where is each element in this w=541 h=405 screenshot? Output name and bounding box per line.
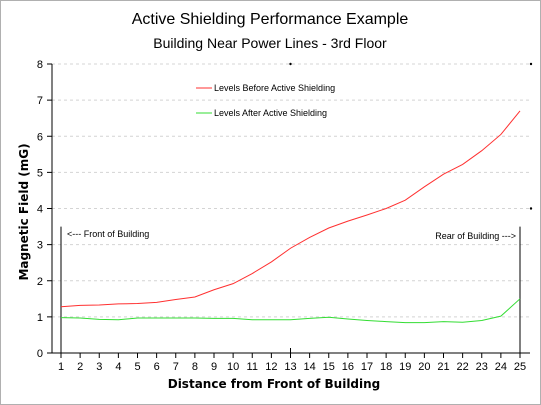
legend-label-before: Levels Before Active Shielding [214, 83, 335, 93]
x-tick-label-10: 10 [227, 361, 239, 373]
y-tick-label-7: 7 [37, 95, 43, 107]
x-tick-label-23: 23 [476, 361, 488, 373]
x-tick-label-24: 24 [495, 361, 507, 373]
y-axis-label: Magnetic Field (mG) [17, 143, 31, 280]
x-tick-label-1: 1 [58, 361, 64, 373]
y-tick-label-3: 3 [37, 240, 43, 252]
x-tick-label-15: 15 [323, 361, 335, 373]
annotation-rear: Rear of Building ---> [435, 231, 516, 241]
y-tick-label-5: 5 [37, 167, 43, 179]
y-tick-label-4: 4 [37, 204, 43, 216]
y-tick-label-0: 0 [37, 348, 43, 360]
x-tick-label-3: 3 [96, 361, 102, 373]
x-tick-label-18: 18 [380, 361, 392, 373]
x-tick-label-12: 12 [265, 361, 277, 373]
x-tick-label-14: 14 [304, 361, 316, 373]
x-axis-label: Distance from Front of Building [168, 377, 381, 391]
data-series [60, 110, 521, 324]
x-tick-label-11: 11 [247, 361, 258, 373]
series-line-0 [60, 110, 521, 308]
top-axis-dot [289, 62, 292, 66]
x-tick-label-5: 5 [134, 361, 140, 373]
x-tick-labels: 1 2 3 4 5 6 7 8 9 10 11 12 13 14 15 16 17 18 19 20 21 22 23 24 2… [58, 353, 526, 373]
right-axis-dot-0 [529, 62, 533, 66]
chart-subtitle: Building Near Power Lines - 3rd Floor [153, 35, 387, 51]
y-tick-labels: 0 1 2 3 4 5 6 7 8 [37, 59, 533, 360]
x-tick-label-19: 19 [399, 361, 411, 373]
x-tick-label-7: 7 [173, 361, 179, 373]
building-boundary-markers [60, 226, 521, 353]
x-tick-label-16: 16 [342, 361, 354, 373]
grid-lines [52, 63, 530, 318]
x-tick-label-2: 2 [77, 361, 83, 373]
right-axis-dot-1 [529, 207, 533, 210]
y-tick-label-2: 2 [37, 276, 43, 288]
legend: Levels Before Active Shielding Levels Af… [196, 83, 335, 118]
legend-label-after: Levels After Active Shielding [214, 108, 327, 118]
x-tick-label-9: 9 [211, 361, 217, 373]
y-tick-label-1: 1 [37, 312, 43, 324]
annotation-front: <--- Front of Building [67, 229, 149, 239]
x-tick-label-25: 25 [514, 361, 526, 373]
x-tick-label-17: 17 [361, 361, 373, 373]
x-tick-label-6: 6 [154, 361, 160, 373]
x-tick-label-8: 8 [192, 361, 198, 373]
x-tick-label-13: 13 [284, 361, 296, 373]
y-tick-label-8: 8 [37, 59, 43, 71]
x-tick-label-21: 21 [437, 361, 449, 373]
x-tick-label-4: 4 [115, 361, 121, 373]
series-line-1 [60, 298, 521, 324]
chart-title: Active Shielding Performance Example [132, 11, 409, 28]
y-tick-label-6: 6 [37, 131, 43, 143]
x-tick-label-22: 22 [457, 361, 469, 373]
x-tick-label-20: 20 [418, 361, 430, 373]
